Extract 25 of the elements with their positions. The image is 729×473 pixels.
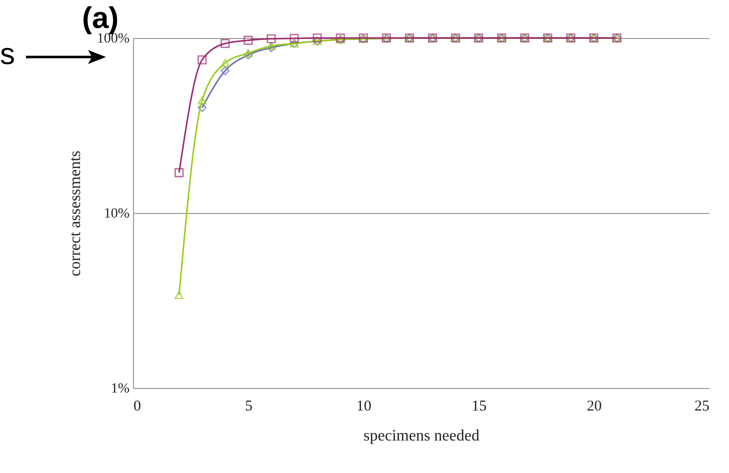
- point: [244, 36, 253, 45]
- y-axis-title: correct assessments: [66, 150, 84, 276]
- point: [312, 33, 322, 43]
- point: [220, 38, 230, 48]
- point: [198, 55, 207, 64]
- x-tick-label: 15: [472, 398, 487, 414]
- point: [198, 96, 207, 104]
- point: [266, 34, 276, 44]
- x-tick-label: 20: [586, 398, 602, 414]
- y-tick-label: 1%: [110, 382, 130, 396]
- text: s: [0, 38, 15, 72]
- point: [290, 34, 299, 43]
- point: [244, 49, 253, 58]
- point: [266, 43, 276, 52]
- x-tick-label: 5: [244, 398, 252, 414]
- x-tick-label: 0: [134, 398, 141, 414]
- point: [174, 168, 184, 178]
- point: [198, 103, 207, 112]
- x-axis-title: specimens needed: [364, 428, 480, 444]
- point: [174, 290, 184, 299]
- point: [220, 58, 230, 67]
- y-tick-label: 10%: [104, 206, 130, 222]
- x-tick-label: 25: [694, 398, 710, 414]
- x-tick-label: 10: [356, 398, 372, 414]
- point: [220, 66, 230, 76]
